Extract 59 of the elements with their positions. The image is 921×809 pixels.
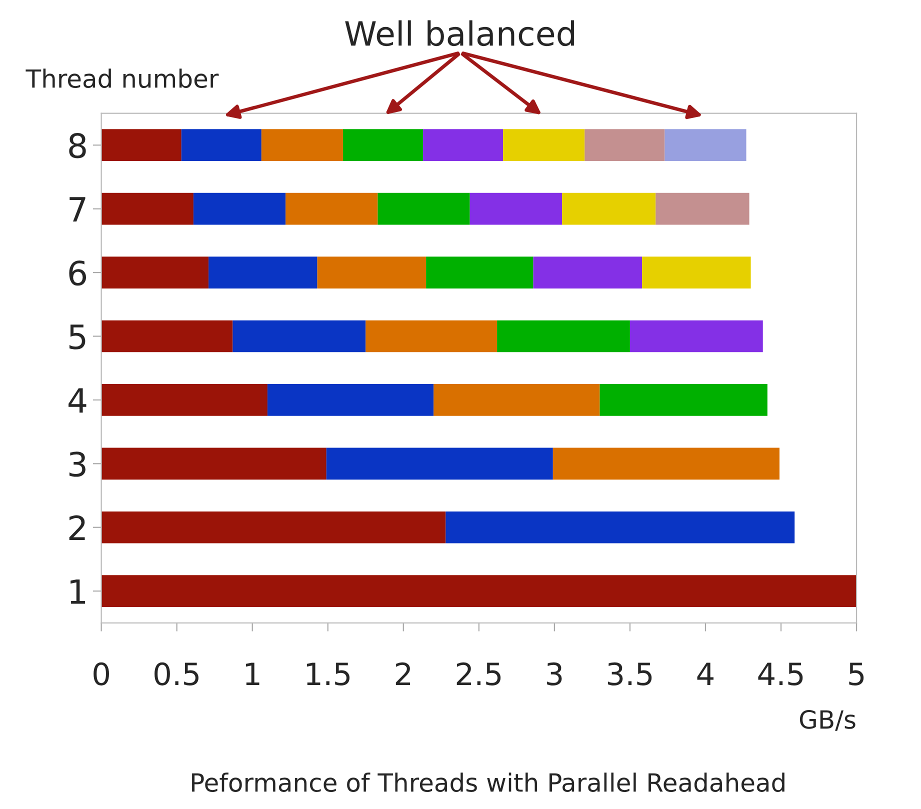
x-tick-label: 3 [547,662,562,686]
bar [101,129,182,162]
bar [378,192,470,225]
bar [446,511,795,544]
bar [193,192,286,225]
bar [470,192,562,225]
bar [664,129,746,162]
x-tick-label: 3.5 [608,662,652,686]
bar [426,256,534,288]
bar [101,511,446,544]
bar [232,320,366,352]
bar [286,192,378,225]
bar [101,320,233,352]
x-tick-label: 1 [246,662,260,686]
bar [101,448,326,480]
bar [434,384,600,416]
y-tick-label: 3 [69,452,86,477]
bar [101,256,209,288]
bar [267,384,434,416]
x-tick-label: 0 [94,662,109,686]
x-tick-label: 0.5 [154,662,198,686]
bar [208,256,318,288]
x-tick-label: 4.5 [758,662,803,686]
bar [366,320,498,352]
x-axis-title: GB/s [800,710,856,731]
x-tick-label: 1.5 [306,662,350,686]
bar [533,256,642,288]
bar [101,384,268,416]
bar [317,256,426,288]
bar [642,256,751,288]
bar [181,129,262,162]
bar [101,575,857,608]
bar [503,129,585,162]
text: Peformance of Threads with Parallel Readahead [192,772,784,792]
y-tick-label: 5 [69,324,86,350]
y-tick-label: 7 [70,197,86,222]
bar [656,192,750,225]
bar [562,192,656,225]
x-tick-label: 4 [697,662,714,686]
y-tick-label: 1 [70,579,86,604]
y-axis-title: Thread number [26,68,219,88]
bar [423,129,504,162]
bar [600,384,768,416]
x-tick-label: 5 [849,662,864,686]
text: Well balanced [345,20,574,46]
bar [326,448,553,480]
bar [342,129,424,162]
x-tick-label: 2 [396,662,410,686]
bar [630,320,763,352]
bar [552,448,780,480]
y-tick-label: 8 [69,133,86,158]
bar [584,129,665,162]
y-tick-label: 2 [69,515,85,540]
bar [101,192,194,225]
y-tick-label: 6 [69,260,86,286]
y-tick-label: 4 [68,388,86,413]
x-tick-label: 2.5 [456,662,501,686]
bar [261,129,343,162]
bar [497,320,630,352]
